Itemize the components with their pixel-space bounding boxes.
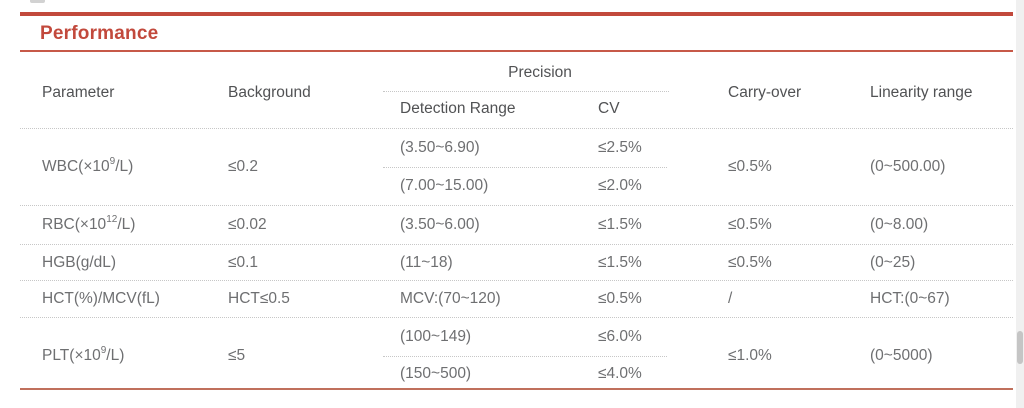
- column-header-background: Background: [228, 84, 311, 101]
- cell-background: ≤0.02: [228, 216, 267, 233]
- column-header-cv: CV: [598, 100, 620, 117]
- cell-linearity-range: (0~5000): [870, 346, 933, 364]
- table-row-hgb: HGB(g/dL) ≤0.1 (11~18) ≤1.5% ≤0.5% (0~25…: [20, 245, 1013, 281]
- cell-carry-over: ≤0.5%: [728, 216, 772, 233]
- sub-row-divider: [383, 355, 667, 357]
- table-header-row: Parameter Background Precision Detection…: [20, 52, 1013, 129]
- cell-parameter: HGB(g/dL): [42, 253, 117, 271]
- cell-linearity-range: HCT:(0~67): [870, 290, 950, 307]
- cell-carry-over: /: [728, 290, 733, 307]
- cell-cv: ≤1.5%: [598, 253, 642, 271]
- cell-linearity-range: (0~500.00): [870, 158, 946, 175]
- column-header-detection-range: Detection Range: [400, 100, 516, 117]
- cell-background: ≤0.1: [228, 253, 259, 271]
- cell-detection-range: (11~18): [400, 253, 453, 271]
- section-title: Performance: [40, 23, 159, 44]
- precision-group-divider: [383, 91, 669, 92]
- cell-cv: ≤1.5%: [598, 216, 642, 233]
- cell-background: HCT≤0.5: [228, 290, 290, 307]
- table-row-plt: PLT(×10 9/L) ≤5 (100~149) (150~500) ≤6.0%…: [20, 318, 1013, 393]
- column-header-parameter: Parameter: [42, 84, 115, 101]
- cell-carry-over: ≤0.5%: [728, 158, 772, 175]
- cell-cv: ≤6.0% ≤4.0%: [598, 327, 642, 383]
- cell-detection-range: (3.50~6.00): [400, 216, 480, 233]
- scrollbar-track[interactable]: [1016, 0, 1024, 408]
- section-top-rule: [20, 12, 1013, 16]
- top-edge-artifact: [30, 0, 45, 3]
- cell-detection-range: MCV:(70~120): [400, 290, 501, 307]
- cell-linearity-range: (0~25): [870, 253, 916, 271]
- section-bottom-rule: [20, 388, 1013, 390]
- table-row-wbc: WBC(×10 9/L) ≤0.2 (3.50~6.90) (7.00~15.00…: [20, 129, 1013, 206]
- cell-parameter: HCT(%)/MCV(fL): [42, 290, 160, 307]
- sub-row-divider: [383, 167, 667, 168]
- cell-carry-over: ≤0.5%: [728, 253, 772, 271]
- table-row-hct-mcv: HCT(%)/MCV(fL) HCT≤0.5 MCV:(70~120) ≤0.5…: [20, 281, 1013, 318]
- cell-background: ≤0.2: [228, 158, 259, 175]
- cell-cv: ≤2.5% ≤2.0%: [598, 139, 642, 194]
- scrollbar-thumb[interactable]: [1017, 331, 1023, 364]
- cell-detection-range: (100~149) (150~500): [400, 327, 472, 383]
- performance-table: Parameter Background Precision Detection…: [20, 52, 1013, 393]
- table-row-rbc: RBC(×10 12/L) ≤0.02 (3.50~6.00) ≤1.5% ≤0.…: [20, 206, 1013, 245]
- cell-parameter: RBC(×10 12/L): [42, 214, 136, 234]
- cell-parameter: PLT(×10 9/L): [42, 344, 125, 364]
- column-header-linearity-range: Linearity range: [870, 84, 973, 101]
- title-underline-rule: [20, 50, 1013, 52]
- cell-detection-range: (3.50~6.90) (7.00~15.00): [400, 139, 489, 194]
- column-group-header-precision: Precision: [508, 64, 572, 81]
- cell-parameter: WBC(×10 9/L): [42, 156, 134, 176]
- column-header-carry-over: Carry-over: [728, 84, 802, 101]
- cell-cv: ≤0.5%: [598, 290, 642, 307]
- cell-carry-over: ≤1.0%: [728, 346, 772, 364]
- cell-linearity-range: (0~8.00): [870, 216, 929, 233]
- cell-background: ≤5: [228, 346, 246, 364]
